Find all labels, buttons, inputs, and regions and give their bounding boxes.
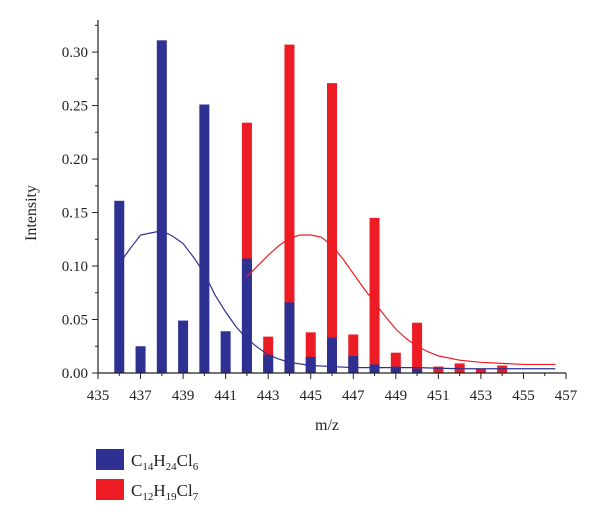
x-tick-label-457: 457	[555, 388, 578, 404]
x-tick-label-455: 455	[512, 388, 535, 404]
x-tick-label-445: 445	[299, 388, 322, 404]
bar-red-442	[241, 122, 252, 373]
envelope-line-blue	[118, 230, 556, 370]
bar-blue-443	[263, 354, 274, 373]
y-tick-label-0.20: 0.20	[62, 152, 88, 168]
bar-blue-439	[178, 320, 189, 373]
bar-blue-450	[412, 368, 423, 373]
bar-blue-437	[135, 346, 146, 373]
bar-red-450	[412, 322, 423, 373]
x-tick-label-435: 435	[87, 388, 110, 404]
x-tick-label-439: 439	[172, 388, 195, 404]
y-tick-label-0.05: 0.05	[62, 313, 88, 329]
bar-blue-442	[241, 258, 252, 373]
bar-red-448	[369, 217, 380, 373]
bar-red-449	[390, 352, 401, 373]
bar-blue-446	[327, 337, 337, 373]
bar-blue-444	[284, 302, 295, 373]
x-axis-title: m/z	[315, 417, 339, 434]
envelope-line-red	[246, 234, 556, 366]
x-tick-label-437: 437	[129, 388, 152, 404]
x-tick-label-443: 443	[257, 388, 280, 404]
bars	[114, 40, 508, 374]
y-tick-label-0.00: 0.00	[62, 366, 88, 382]
y-tick-label-0.10: 0.10	[62, 259, 88, 275]
x-tick-label-449: 449	[385, 388, 408, 404]
ticks: 435 437 439 441 443 445 447 449 451 453 455 457 0.00…	[62, 24, 578, 404]
y-tick-label-0.30: 0.30	[62, 45, 88, 61]
bar-blue-448	[369, 364, 380, 373]
envelope-lines	[118, 230, 556, 370]
legend-label-c14h24cl6: C14H24Cl6	[131, 451, 199, 473]
bar-blue-447	[348, 355, 359, 373]
bar-blue-436	[114, 200, 125, 373]
legend-swatch-blue	[96, 449, 124, 470]
bar-red-446	[327, 83, 337, 374]
legend-swatch-red	[96, 479, 124, 500]
bar-blue-441	[220, 331, 231, 373]
y-axis-title: Intensity	[23, 185, 40, 241]
y-tick-label-0.25: 0.25	[62, 99, 88, 115]
legend-label-c12h19cl7: C12H19Cl7	[131, 481, 199, 503]
bar-red-447	[348, 334, 359, 373]
y-tick-label-0.15: 0.15	[62, 206, 88, 222]
bar-red-453	[475, 368, 486, 373]
bar-blue-438	[156, 40, 167, 373]
bar-red-444	[284, 44, 295, 373]
legend-item-c12h19cl7: C12H19Cl7	[96, 479, 199, 503]
x-tick-label-451: 451	[427, 388, 450, 404]
legend-item-c14h24cl6: C14H24Cl6	[96, 449, 199, 473]
bar-red-445	[305, 332, 316, 373]
bar-red-451	[433, 366, 444, 373]
bar-blue-449	[390, 366, 401, 373]
x-tick-label-441: 441	[214, 388, 237, 404]
x-tick-label-453: 453	[470, 388, 493, 404]
bar-blue-440	[199, 104, 210, 373]
x-tick-label-447: 447	[342, 388, 365, 404]
legend: C14H24Cl6 C12H19Cl7	[96, 449, 199, 503]
